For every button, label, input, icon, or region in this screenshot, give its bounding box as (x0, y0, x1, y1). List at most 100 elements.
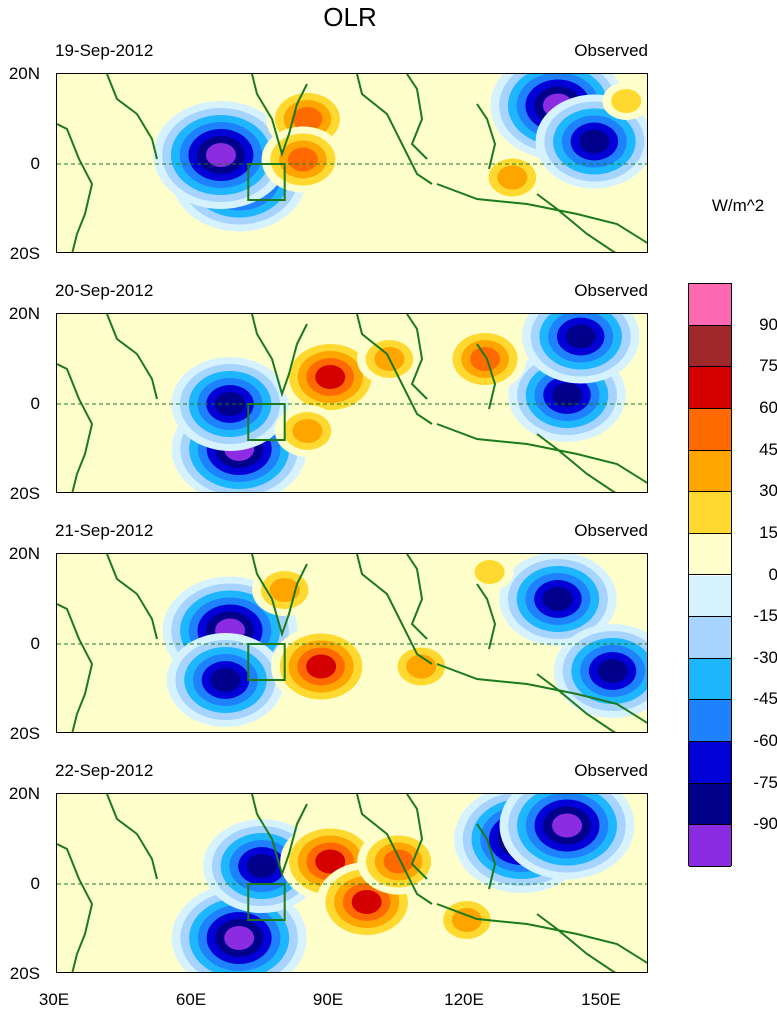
lat-label: 0 (30, 634, 40, 653)
lat-label: 0 (30, 874, 40, 893)
colorbar-label: -90 (753, 814, 777, 834)
coastline (251, 554, 308, 638)
coastline (106, 554, 158, 640)
coastline (251, 314, 308, 398)
anomaly-contour (611, 89, 642, 113)
lon-label-150e: 150E (581, 990, 621, 1009)
coastline (436, 423, 647, 484)
colorbar-swatch (689, 450, 731, 493)
coastline (57, 123, 94, 252)
region-box (247, 883, 286, 921)
anomaly-contour (474, 560, 505, 584)
anomaly-contour (287, 147, 318, 172)
coastline (57, 603, 94, 732)
colorbar-label: -30 (753, 647, 777, 667)
coastline (406, 74, 428, 160)
lat-label: 20N (8, 784, 40, 803)
coastline (436, 663, 647, 724)
colorbar-swatch (689, 617, 731, 659)
region-box (247, 643, 286, 681)
colorbar-swatch (689, 284, 731, 326)
anomaly-contour (246, 854, 277, 878)
coastline (106, 314, 158, 400)
colorbar-swatch (689, 783, 731, 826)
coastline (536, 433, 616, 492)
colorbar-swatch (689, 575, 731, 618)
colorbar-swatch (689, 658, 731, 701)
lat-label: 20N (8, 64, 40, 83)
panel-date: 20-Sep-2012 (55, 281, 154, 300)
anomaly-contour (210, 668, 241, 692)
map-svg (57, 314, 647, 492)
lat-label: 20S (9, 724, 40, 743)
anomaly-contour (497, 165, 528, 190)
region-box (247, 163, 286, 201)
lat-label: 0 (30, 394, 40, 413)
coastline (57, 363, 94, 492)
colorbar-swatch (689, 325, 731, 368)
panel-source: Observed (574, 761, 648, 780)
lat-label: 20S (9, 964, 40, 983)
coastline (106, 794, 158, 880)
map-svg (57, 794, 647, 972)
panel-source: Observed (574, 41, 648, 60)
coastline (106, 74, 158, 160)
coastline (476, 583, 497, 650)
colorbar-swatch (689, 492, 731, 534)
map-svg (57, 74, 647, 252)
colorbar-label: 60 (759, 397, 777, 417)
anomaly-contour (315, 365, 346, 389)
anomaly-contour (406, 654, 437, 679)
anomaly-contour (597, 659, 628, 683)
colorbar-swatch (689, 367, 731, 409)
anomaly-contour (451, 908, 482, 932)
lat-label: 20S (9, 244, 40, 263)
colorbar-swatch (689, 533, 731, 576)
coastline (536, 913, 616, 972)
region-box (247, 403, 286, 441)
lat-label: 0 (30, 154, 40, 173)
colorbar-swatch (689, 825, 731, 867)
olr-map-panel (56, 553, 648, 733)
anomaly-contour (215, 392, 246, 416)
anomaly-contour (306, 654, 337, 679)
colorbar-label: 15 (759, 522, 777, 542)
olr-map-panel (56, 313, 648, 493)
coastline (406, 794, 428, 880)
lat-label: 20N (8, 304, 40, 323)
colorbar-label: 45 (759, 439, 777, 459)
lon-label-90e: 90E (312, 990, 344, 1009)
anomaly-contour (542, 587, 573, 611)
lon-label-30e: 30E (38, 990, 70, 1009)
colorbar (688, 283, 732, 867)
colorbar-label: 90 (759, 314, 777, 334)
coastline (251, 794, 308, 878)
anomaly-contour (552, 813, 583, 838)
colorbar-label: -15 (753, 606, 777, 626)
coastline (406, 554, 428, 640)
anomaly-contour (470, 347, 501, 371)
colorbar-swatch (689, 408, 731, 451)
chart-title: OLR (323, 2, 377, 32)
panel-date: 22-Sep-2012 (55, 761, 154, 780)
coastline (251, 74, 308, 158)
panel-date: 19-Sep-2012 (55, 41, 154, 60)
olr-map-panel (56, 793, 648, 973)
coastline (57, 843, 94, 972)
anomaly-contour (292, 107, 323, 131)
colorbar-label: 75 (759, 356, 777, 376)
coastline (536, 673, 616, 732)
anomaly-contour (351, 890, 382, 914)
anomaly-contour (315, 849, 346, 874)
coastline (356, 74, 433, 185)
coastline (436, 903, 647, 964)
coastline (406, 314, 428, 400)
anomaly-contour (552, 383, 583, 407)
coastline (436, 183, 647, 244)
coastline (536, 193, 616, 252)
coastline (476, 343, 497, 410)
colorbar-label: -60 (753, 731, 777, 751)
colorbar-swatch (689, 742, 731, 784)
anomaly-contour (565, 324, 596, 349)
lat-label: 20S (9, 484, 40, 503)
